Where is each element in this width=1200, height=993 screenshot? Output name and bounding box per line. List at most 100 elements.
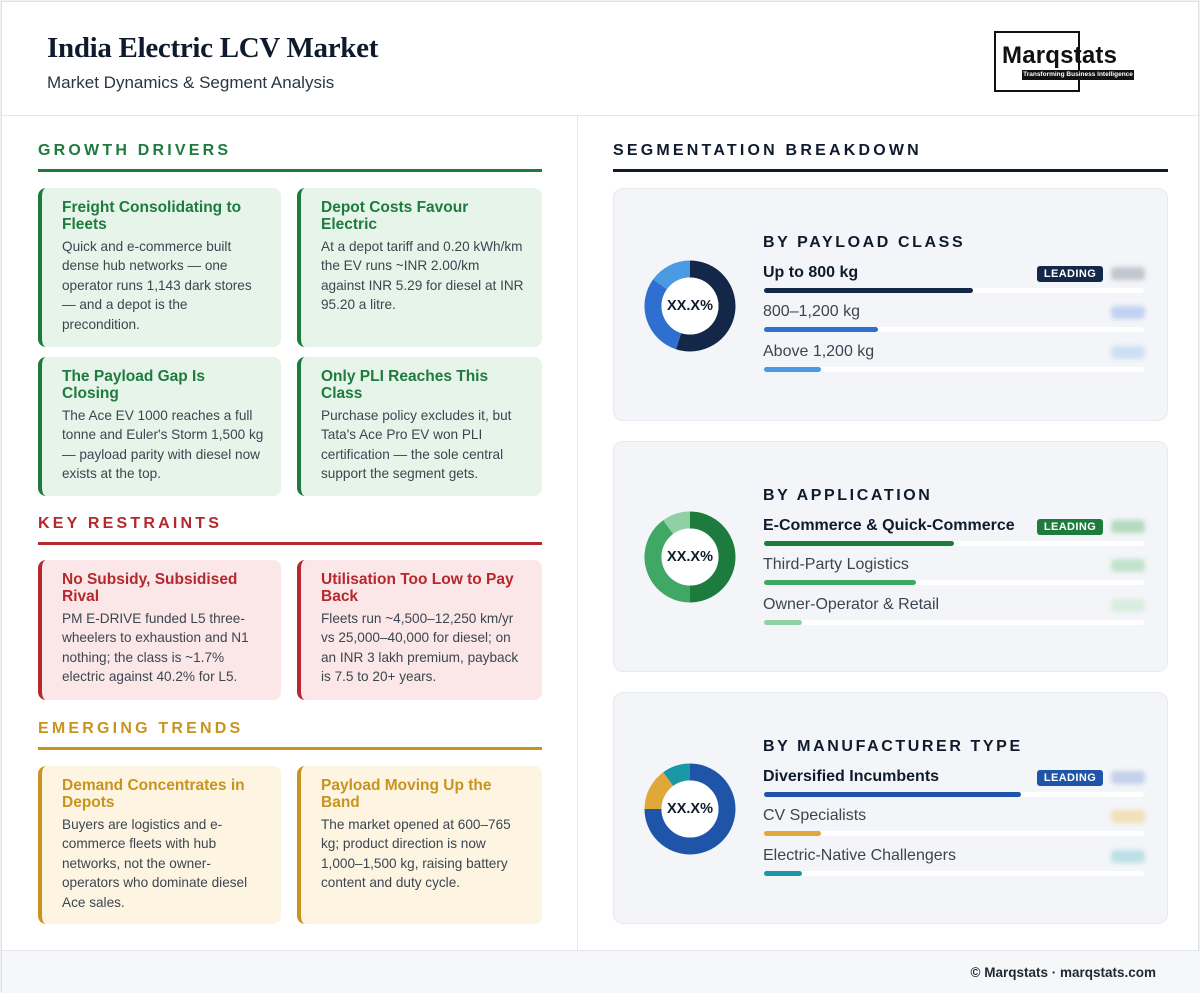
leading-badge: LEADING (1037, 770, 1103, 786)
driver-card: Only PLI Reaches This Class Purchase pol… (297, 357, 542, 496)
segment-bar-track (764, 580, 1144, 585)
segment-bar-track (764, 831, 1144, 836)
column-divider (577, 116, 578, 950)
segment-bar-fill (764, 871, 802, 876)
driver-card-title: The Payload Gap Is Closing (62, 368, 205, 402)
segment-bar-track (764, 792, 1144, 797)
page-title: India Electric LCV Market (47, 32, 379, 64)
driver-card-body: At a depot tariff and 0.20 kWh/km the EV… (321, 239, 524, 313)
restraint-card-body: PM E-DRIVE funded L5 three-wheelers to e… (62, 611, 249, 685)
donut-hole (661, 528, 719, 586)
redacted-value (1111, 559, 1145, 572)
donut-svg (644, 763, 736, 855)
segment-bar-fill (764, 288, 973, 293)
logo-tagline: Transforming Business Intelligence (1022, 70, 1134, 80)
logo-frame (994, 31, 1080, 92)
trend-card-body: The market opened at 600–765 kg; product… (321, 817, 511, 891)
segment-bar-track (764, 288, 1144, 293)
emerging-trends-heading: EMERGING TRENDS (38, 720, 244, 737)
donut-center-label: XX.X% (667, 298, 713, 314)
redacted-value (1111, 306, 1145, 319)
page-footer: © Marqstats · marqstats.com (2, 950, 1200, 993)
segment-bar-fill (764, 792, 1021, 797)
donut-hole (661, 780, 719, 838)
segmentation-rule (613, 169, 1168, 172)
segment-row-label: Electric-Native Challengers (763, 847, 956, 864)
restraint-card: No Subsidy, Subsidised Rival PM E-DRIVE … (38, 560, 281, 700)
redacted-value (1111, 520, 1145, 533)
key-restraints-heading: KEY RESTRAINTS (38, 515, 223, 532)
driver-card-title: Depot Costs Favour Electric (321, 199, 469, 233)
driver-card-title: Freight Consolidating to Fleets (62, 199, 242, 233)
donut-center-label: XX.X% (667, 549, 713, 565)
trend-card: Demand Concentrates in Depots Buyers are… (38, 766, 281, 924)
redacted-value (1111, 771, 1145, 784)
segment-row-label: Owner-Operator & Retail (763, 596, 940, 613)
donut-svg (644, 511, 736, 603)
segment-row-label: Up to 800 kg (763, 264, 859, 281)
donut-slice-1 (644, 279, 682, 350)
segment-row-label: CV Specialists (763, 807, 867, 824)
redacted-value (1111, 267, 1145, 280)
segment-row-label: 800–1,200 kg (763, 303, 860, 320)
donut-slice-0 (689, 511, 736, 603)
trend-card-title: Demand Concentrates in Depots (62, 777, 245, 811)
segment-bar-track (764, 327, 1144, 332)
restraint-card-body: Fleets run ~4,500–12,250 km/yr vs 25,000… (321, 611, 519, 685)
redacted-value (1111, 599, 1145, 612)
segment-bar-track (764, 367, 1144, 372)
trend-card-title: Payload Moving Up the Band (321, 777, 492, 811)
segment-bar-fill (764, 327, 878, 332)
driver-card: Depot Costs Favour Electric At a depot t… (297, 188, 542, 347)
trend-card-body: Buyers are logistics and e-commerce flee… (62, 817, 248, 910)
redacted-value (1111, 346, 1145, 359)
segment-row-label: Third-Party Logistics (763, 556, 909, 573)
driver-card-body: Purchase policy excludes it, but Tata's … (321, 408, 512, 482)
donut-slice-0 (675, 260, 736, 352)
segment-panel-application: XX.X% BY APPLICATION E-Commerce & Quick-… (613, 441, 1168, 672)
footer-copyright: © Marqstats · marqstats.com (970, 965, 1157, 980)
driver-card: The Payload Gap Is Closing The Ace EV 10… (38, 357, 281, 496)
donut-slice-1 (644, 772, 674, 810)
segment-panel-manufacturer: XX.X% BY MANUFACTURER TYPE Diversified I… (613, 692, 1168, 924)
driver-card-title: Only PLI Reaches This Class (321, 368, 489, 402)
donut-chart: XX.X% (644, 511, 736, 603)
segment-bar-fill (764, 580, 916, 585)
leading-badge: LEADING (1037, 266, 1103, 282)
segment-title: BY APPLICATION (763, 487, 933, 504)
donut-slice-2 (653, 260, 691, 290)
segment-title: BY MANUFACTURER TYPE (763, 738, 1023, 755)
donut-slice-2 (663, 763, 691, 787)
donut-hole (661, 277, 719, 335)
segment-bar-track (764, 871, 1144, 876)
segment-bar-track (764, 541, 1144, 546)
driver-card-body: Quick and e-commerce built dense hub net… (62, 239, 252, 332)
segment-row-label: E-Commerce & Quick-Commerce (763, 517, 1015, 534)
donut-chart: XX.X% (644, 260, 736, 352)
donut-slice-1 (644, 520, 691, 603)
driver-card-body: The Ace EV 1000 reaches a full tonne and… (62, 408, 264, 482)
key-restraints-rule (38, 542, 542, 545)
segment-bar-fill (764, 541, 954, 546)
leading-badge: LEADING (1037, 519, 1103, 535)
segment-bar-fill (764, 831, 821, 836)
donut-slice-0 (644, 763, 736, 855)
donut-slice-2 (663, 511, 691, 535)
redacted-value (1111, 850, 1145, 863)
donut-chart: XX.X% (644, 763, 736, 855)
growth-drivers-rule (38, 169, 542, 172)
segment-row-label: Above 1,200 kg (763, 343, 875, 360)
page-subtitle: Market Dynamics & Segment Analysis (47, 73, 335, 92)
restraint-card-title: No Subsidy, Subsidised Rival (62, 571, 238, 605)
donut-center-label: XX.X% (667, 801, 713, 817)
trend-card: Payload Moving Up the Band The market op… (297, 766, 542, 924)
segment-bar-fill (764, 620, 802, 625)
segmentation-heading: SEGMENTATION BREAKDOWN (613, 142, 922, 159)
restraint-card: Utilisation Too Low to Pay Back Fleets r… (297, 560, 542, 700)
donut-svg (644, 260, 736, 352)
redacted-value (1111, 810, 1145, 823)
emerging-trends-rule (38, 747, 542, 750)
segment-row-label: Diversified Incumbents (763, 768, 940, 785)
segment-panel-payload: XX.X% BY PAYLOAD CLASS Up to 800 kg LEAD… (613, 188, 1168, 421)
